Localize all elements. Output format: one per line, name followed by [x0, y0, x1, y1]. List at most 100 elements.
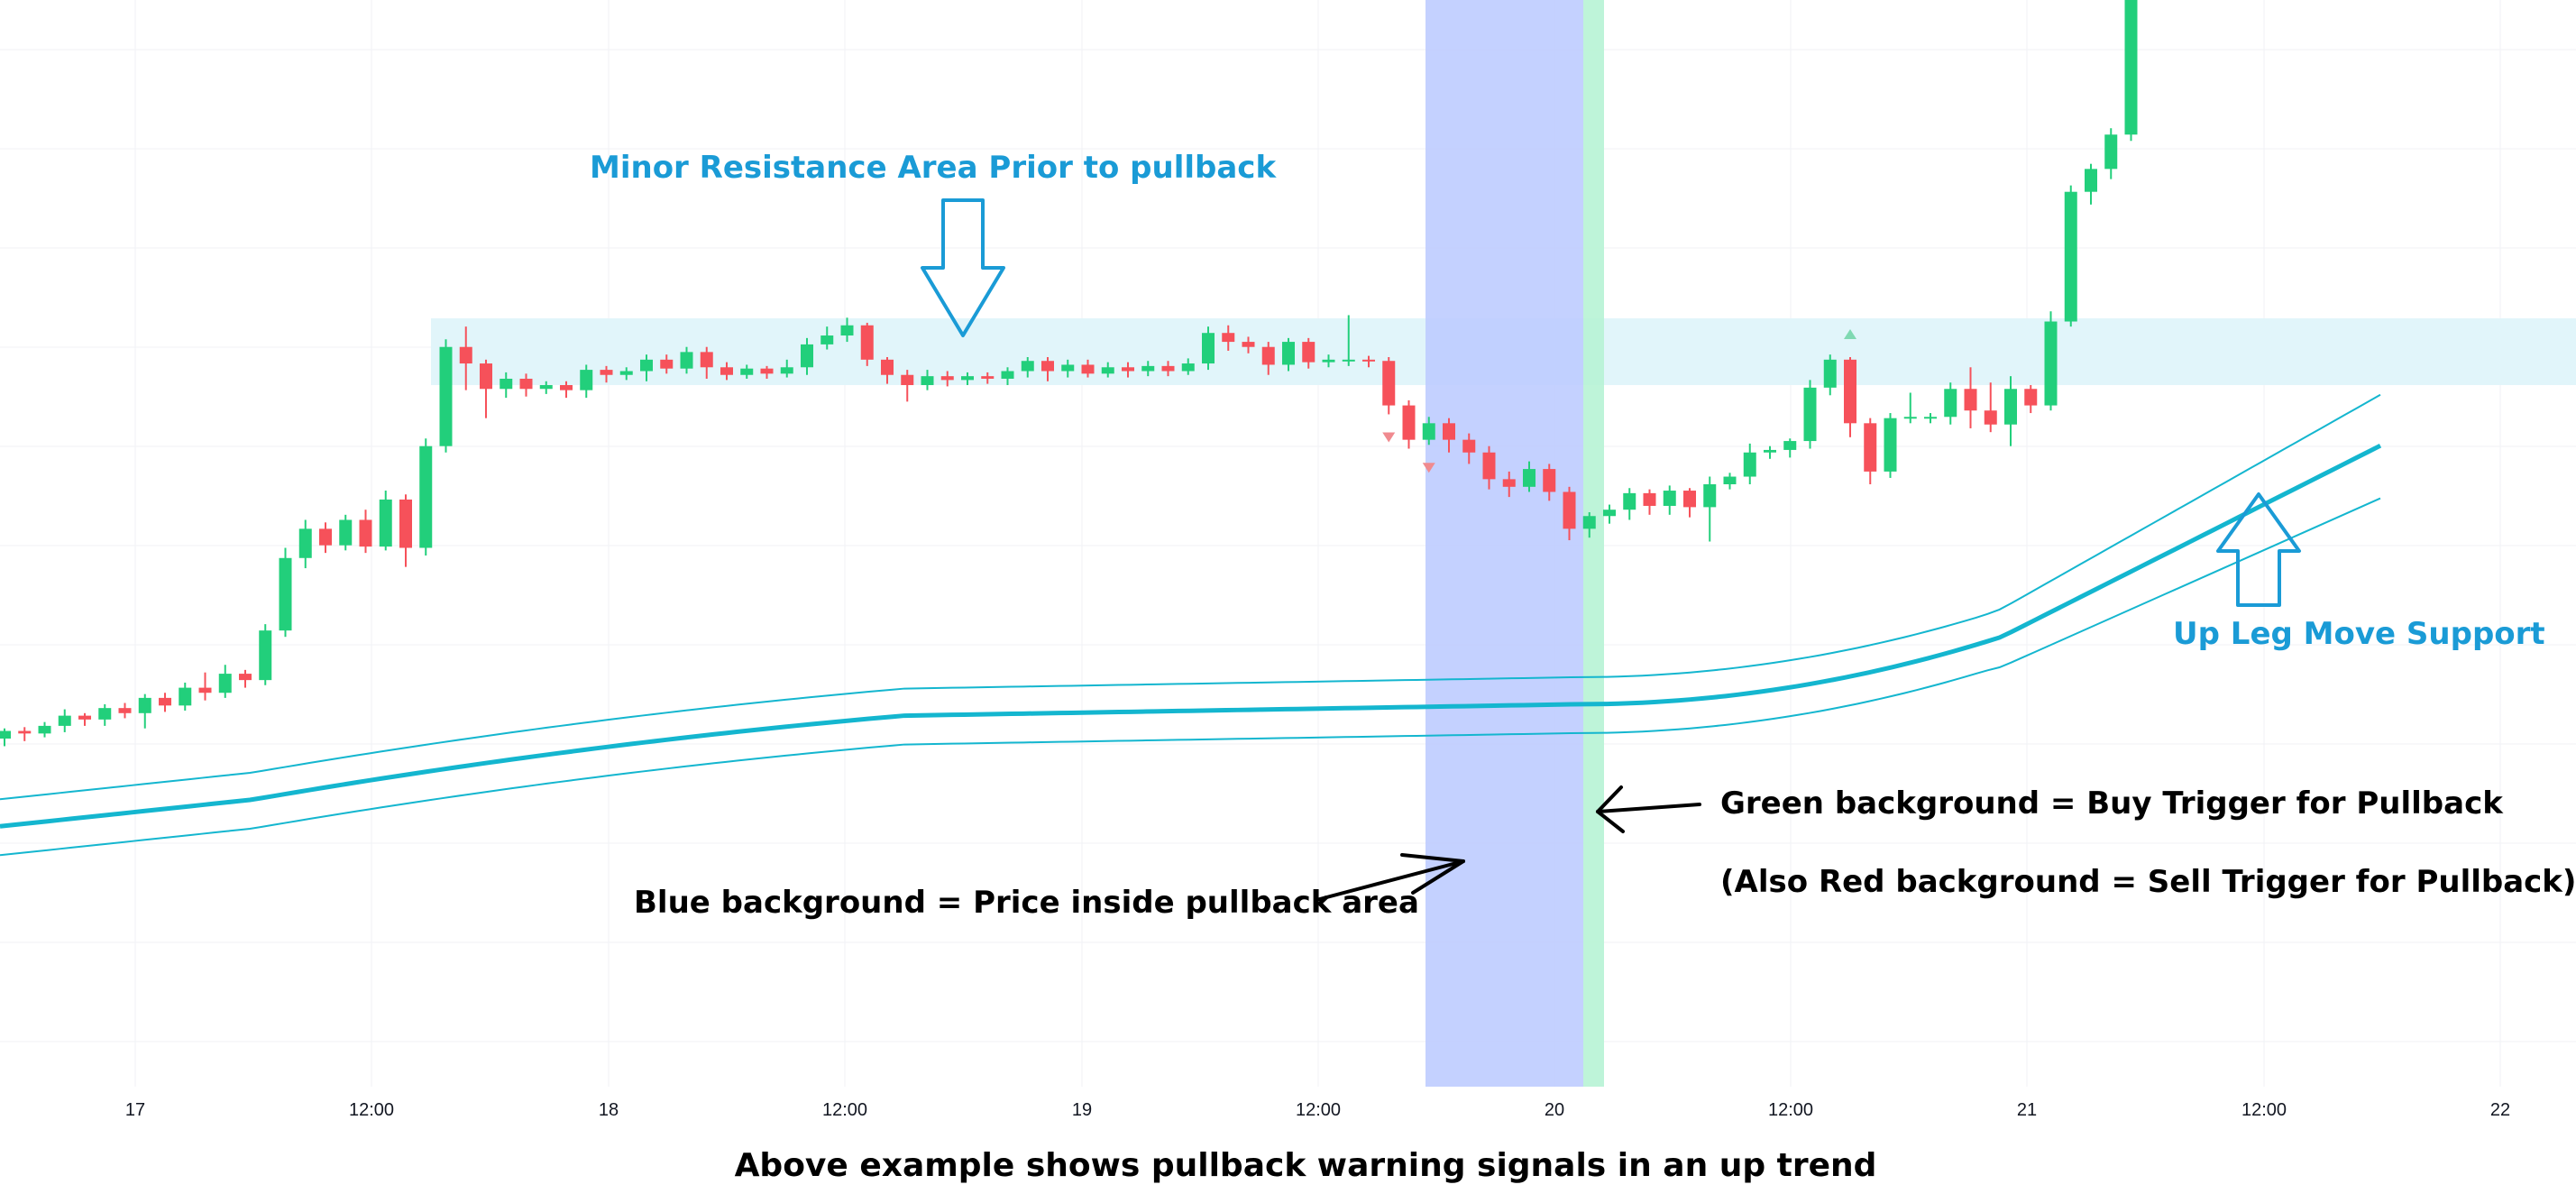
- candle-body-down: [1543, 469, 1556, 492]
- candle: [1342, 315, 1355, 366]
- candle: [519, 373, 533, 397]
- candle-body-down: [1643, 492, 1656, 506]
- candle-body-up: [1823, 359, 1837, 388]
- candle-body-up: [1764, 449, 1776, 453]
- candle: [600, 365, 613, 383]
- candle-body-up: [2044, 321, 2058, 406]
- candle-body-up: [961, 376, 974, 381]
- candle-body-down: [981, 376, 995, 379]
- candle-body-down: [319, 528, 332, 546]
- candle: [179, 682, 192, 711]
- candle-body-up: [38, 725, 51, 734]
- candle-body-up: [1603, 510, 1616, 517]
- candle-body-up: [2085, 169, 2097, 192]
- candle-body-up: [0, 730, 11, 739]
- candle: [138, 693, 151, 729]
- candle-body-up: [138, 697, 151, 713]
- x-axis: 17 12:00 18 12:00 19 12:00 20 12:00 21 12:00 22: [125, 1100, 2510, 1120]
- candle: [1482, 445, 1496, 490]
- candle: [560, 381, 573, 399]
- candle: [860, 322, 874, 366]
- candle-body-up: [1282, 342, 1295, 365]
- buy-signal-marker: [1844, 329, 1856, 339]
- up-arrow-icon: [2216, 492, 2301, 607]
- candle: [1261, 342, 1275, 375]
- candle-body-up: [640, 359, 653, 372]
- candle: [740, 364, 754, 379]
- chart-caption: Above example shows pullback warning sig…: [735, 1147, 1877, 1184]
- candle: [319, 522, 332, 554]
- candle: [660, 354, 674, 374]
- candle: [1462, 433, 1476, 464]
- candle: [700, 346, 713, 379]
- candle: [279, 547, 292, 638]
- candle-body-down: [860, 325, 874, 360]
- candle: [480, 359, 492, 418]
- resistance-area-label: Minor Resistance Area Prior to pullback: [590, 150, 1277, 186]
- candle: [1161, 361, 1175, 377]
- candle-body-up: [780, 367, 793, 374]
- candle: [840, 317, 854, 343]
- candle: [0, 728, 11, 747]
- candle: [298, 519, 312, 569]
- candle-body-up: [1803, 387, 1817, 442]
- candle-body-down: [700, 352, 713, 368]
- candle: [961, 372, 974, 386]
- candle-body-up: [2124, 0, 2138, 135]
- down-arrow-icon: [921, 198, 1005, 337]
- candle: [1081, 359, 1095, 378]
- candle-body-up: [2064, 191, 2077, 322]
- candle-body-down: [1261, 346, 1275, 365]
- candle-body-down: [480, 363, 492, 390]
- pullback-area-background: [1426, 0, 1583, 1087]
- candle: [118, 703, 132, 719]
- candle: [399, 494, 412, 567]
- candle: [780, 359, 793, 378]
- candle: [580, 364, 593, 399]
- candle-body-down: [1081, 364, 1095, 374]
- candle: [2024, 385, 2038, 414]
- candle-body-down: [1462, 439, 1476, 453]
- candle: [1382, 357, 1396, 415]
- candle-body-up: [1001, 371, 1014, 379]
- candle: [1202, 326, 1215, 371]
- x-tick-label: 12:00: [2241, 1100, 2287, 1120]
- candle-body-up: [500, 378, 513, 390]
- candle-body-up: [1944, 389, 1957, 418]
- candle-body-up: [680, 352, 693, 369]
- x-tick-label: 20: [1545, 1100, 1564, 1120]
- candle-body-down: [1984, 410, 1997, 425]
- candle-body-up: [58, 715, 71, 726]
- candle: [1964, 367, 1977, 428]
- candle: [1282, 337, 1295, 372]
- candle: [1543, 464, 1556, 501]
- candle: [1944, 382, 1957, 425]
- candle-body-up: [1342, 359, 1355, 362]
- candle-body-up: [1582, 516, 1596, 529]
- x-tick-label: 19: [1072, 1100, 1092, 1120]
- candle-body-down: [519, 378, 533, 390]
- candle-body-down: [1041, 361, 1054, 372]
- candle-body-down: [359, 519, 372, 547]
- candle: [1563, 486, 1576, 541]
- candle-body-down: [239, 674, 252, 681]
- candle-body-up: [1884, 418, 1897, 472]
- candle: [58, 709, 71, 732]
- candle: [1984, 382, 1997, 433]
- candle-body-down: [1222, 333, 1235, 343]
- candle: [1864, 418, 1877, 484]
- candle-body-up: [259, 630, 272, 681]
- candle: [619, 367, 633, 381]
- candle: [1302, 337, 1316, 369]
- candle: [1502, 471, 1516, 498]
- candle-body-up: [1623, 492, 1636, 510]
- candle-body-down: [1844, 359, 1856, 424]
- x-tick-label: 21: [2017, 1100, 2037, 1120]
- candle-body-down: [1122, 367, 1134, 372]
- candle-body-down: [940, 376, 954, 381]
- candle-body-down: [600, 370, 613, 375]
- candle-body-up: [619, 371, 633, 375]
- x-tick-label: 12:00: [1296, 1100, 1341, 1120]
- candle: [1924, 413, 1937, 424]
- candle: [981, 372, 995, 384]
